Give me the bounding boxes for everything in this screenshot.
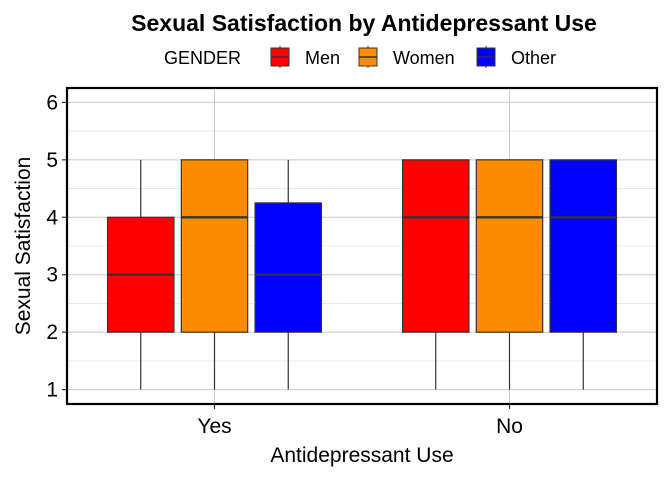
- box-iqr: [401, 159, 470, 333]
- box-men-yes: [106, 159, 175, 390]
- box-women-yes: [180, 159, 249, 390]
- box-other-no: [549, 159, 618, 390]
- y-tick-label: 1: [46, 379, 58, 402]
- box-iqr: [549, 159, 618, 333]
- y-tick-label: 3: [46, 264, 58, 287]
- x-tick-label: Yes: [197, 415, 231, 438]
- chart-title: Sexual Satisfaction by Antidepressant Us…: [131, 10, 597, 36]
- box-men-no: [401, 159, 470, 390]
- y-tick-label: 5: [46, 149, 58, 172]
- box-iqr: [180, 159, 249, 333]
- x-axis-title: Antidepressant Use: [270, 444, 453, 467]
- box-iqr: [475, 159, 544, 333]
- legend-item-women: Women: [358, 46, 455, 68]
- plot-boxes: [106, 159, 618, 390]
- box-other-yes: [254, 159, 323, 390]
- legend-item-other: Other: [476, 46, 556, 68]
- x-axis: Yes No: [197, 404, 523, 438]
- legend-title: GENDER: [164, 48, 241, 68]
- legend: GENDER Men Women Other: [164, 46, 556, 68]
- legend-item-men: Men: [270, 46, 340, 68]
- legend-label: Men: [305, 48, 340, 68]
- y-axis-title: Sexual Satisfaction: [12, 157, 35, 336]
- y-tick-label: 2: [46, 321, 58, 344]
- legend-label: Women: [393, 48, 455, 68]
- y-axis: 1 2 3 4 5 6: [46, 91, 67, 402]
- box-iqr: [254, 202, 323, 333]
- plot-panel: [65, 86, 659, 406]
- y-tick-label: 4: [46, 206, 58, 229]
- y-tick-label: 6: [46, 91, 58, 114]
- legend-label: Other: [511, 48, 556, 68]
- x-tick-label: No: [496, 415, 523, 438]
- box-women-no: [475, 159, 544, 390]
